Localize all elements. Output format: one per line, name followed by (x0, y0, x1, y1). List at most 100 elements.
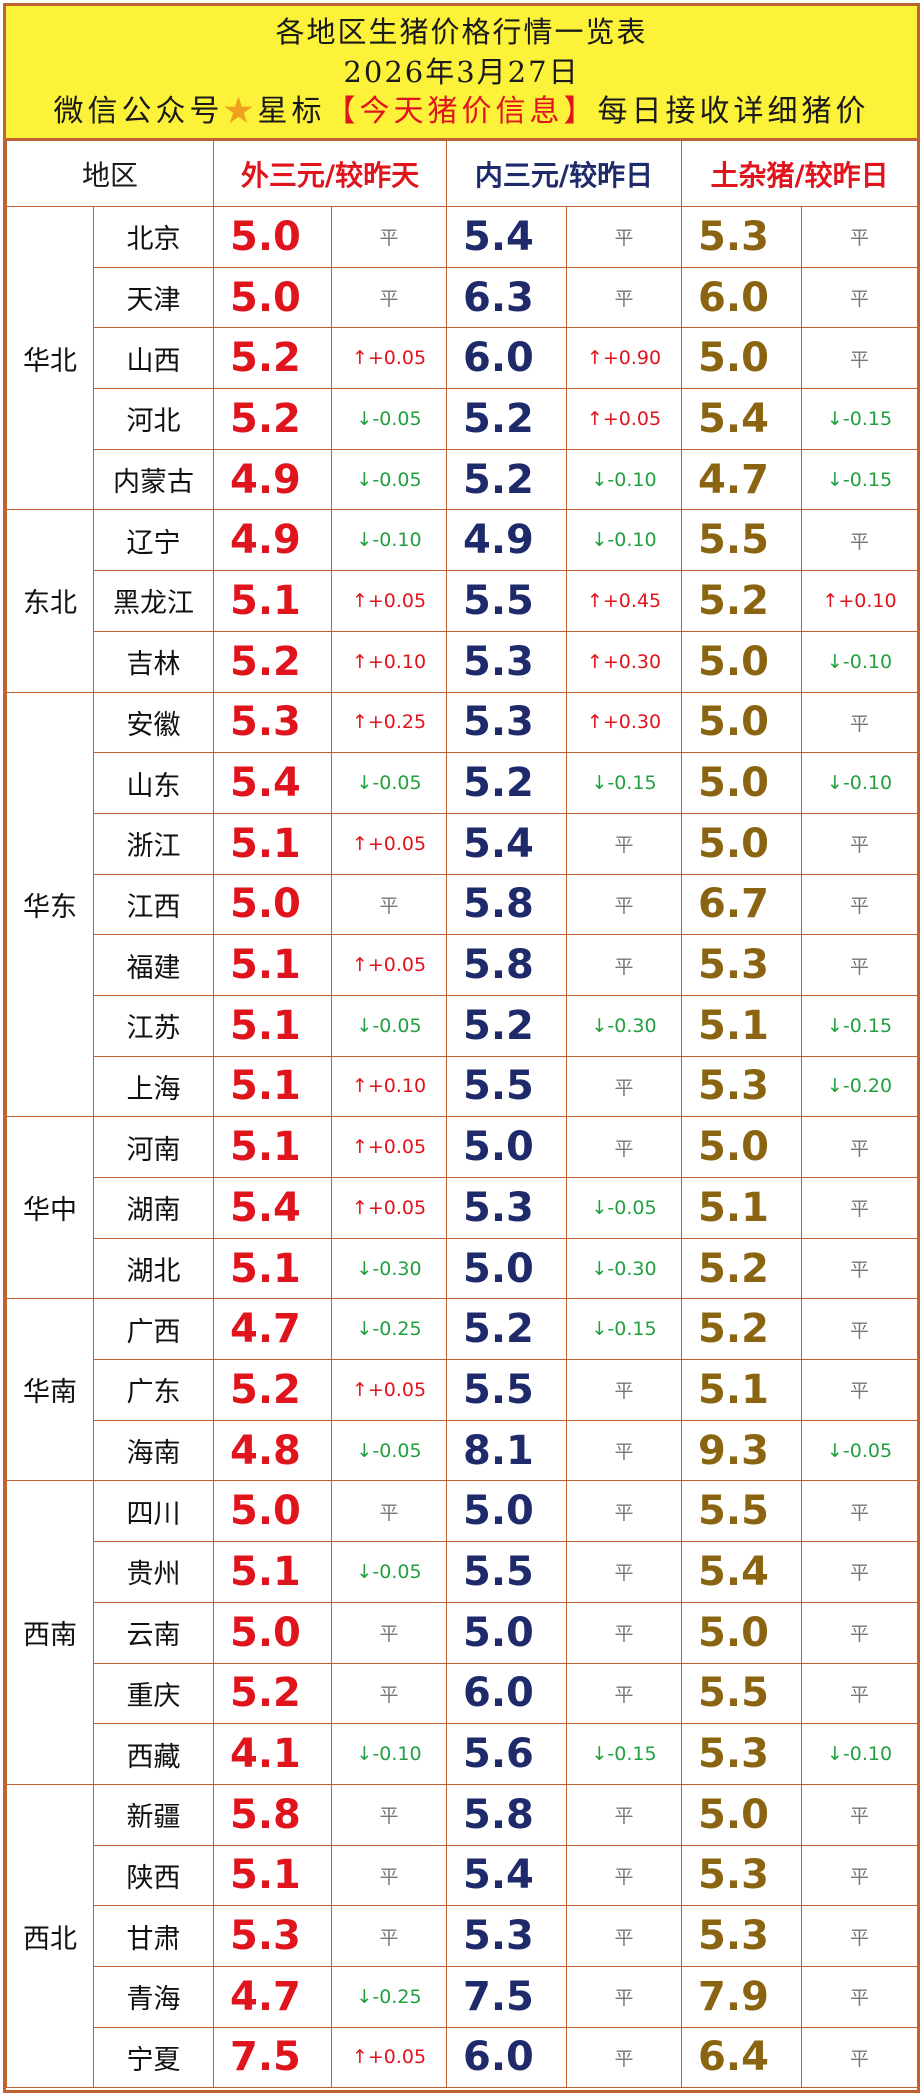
inner-change-cell: 平 (566, 1541, 683, 1603)
native-price-cell: 5.4 (681, 388, 803, 450)
native-change-cell: ↓-0.10 (801, 630, 919, 693)
inner-price-cell: 8.1 (446, 1419, 568, 1482)
outer-change-cell: ↓-0.05 (331, 994, 448, 1057)
table-row: 湖北 5.1 ↓-0.30 5.0 ↓-0.30 5.2 平 (7, 1237, 919, 1300)
native-change-cell: 平 (801, 1905, 919, 1967)
star-icon: ★ (223, 94, 258, 129)
native-change-cell: 平 (801, 1237, 919, 1300)
region-cell: 华南 (6, 1298, 94, 1482)
outer-change-cell: 平 (331, 1662, 448, 1725)
native-change-cell: ↓-0.15 (801, 448, 919, 511)
native-change-cell: 平 (801, 327, 919, 390)
inner-change-cell: 平 (566, 1601, 683, 1664)
inner-price-cell: 5.5 (446, 1359, 568, 1421)
outer-change-cell: ↓-0.05 (331, 448, 448, 511)
native-price-cell: 4.7 (681, 448, 803, 511)
native-change-cell: ↓-0.15 (801, 994, 919, 1057)
native-price-cell: 5.3 (681, 934, 803, 996)
inner-price-cell: 5.3 (446, 630, 568, 693)
outer-price-cell: 4.8 (213, 1419, 333, 1482)
table-row: 江西 5.0 平 5.8 平 6.7 平 (7, 873, 919, 936)
inner-price-cell: 5.4 (446, 812, 568, 875)
outer-change-cell: ↓-0.25 (331, 1298, 448, 1361)
native-change-cell: 平 (801, 934, 919, 996)
province-cell: 黑龙江 (92, 570, 215, 632)
inner-change-cell: 平 (566, 1662, 683, 1725)
province-cell: 海南 (92, 1419, 215, 1482)
table-row: 青海 4.7 ↓-0.25 7.5 平 7.9 平 (7, 1965, 919, 2028)
province-cell: 河北 (92, 388, 215, 450)
native-price-cell: 5.0 (681, 691, 803, 754)
native-price-cell: 5.2 (681, 570, 803, 632)
header-inner-three: 内三元/较昨日 (446, 140, 683, 207)
inner-price-cell: 5.2 (446, 752, 568, 814)
native-price-cell: 5.0 (681, 1601, 803, 1664)
table-row: 西北 新疆 5.8 平 5.8 平 5.0 平 (6, 1783, 919, 2089)
table-row: 福建 5.1 ↑+0.05 5.8 平 5.3 平 (7, 934, 919, 996)
table-row: 云南 5.0 平 5.0 平 5.0 平 (7, 1601, 919, 1664)
region-cell: 西北 (6, 1783, 94, 2089)
outer-price-cell: 5.2 (213, 1359, 333, 1421)
native-price-cell: 5.2 (681, 1298, 803, 1361)
outer-change-cell: ↓-0.10 (331, 1723, 448, 1785)
native-price-cell: 7.9 (681, 1965, 803, 2028)
native-price-cell: 5.0 (681, 1783, 803, 1846)
outer-change-cell: ↓-0.05 (331, 1419, 448, 1482)
native-change-cell: ↓-0.05 (801, 1419, 919, 1482)
inner-price-cell: 5.3 (446, 1905, 568, 1967)
native-price-cell: 5.0 (681, 327, 803, 390)
native-price-cell: 5.0 (681, 812, 803, 875)
inner-change-cell: 平 (566, 934, 683, 996)
outer-change-cell: ↓-0.05 (331, 1541, 448, 1603)
inner-price-cell: 5.0 (446, 1237, 568, 1300)
native-price-cell: 5.1 (681, 994, 803, 1057)
native-price-cell: 6.4 (681, 2026, 803, 2089)
inner-price-cell: 5.5 (446, 1055, 568, 1118)
table-row: 山东 5.4 ↓-0.05 5.2 ↓-0.15 5.0 ↓-0.10 (7, 752, 919, 814)
header-native-pig: 土杂猪/较昨日 (681, 140, 919, 207)
outer-change-cell: ↓-0.10 (331, 509, 448, 572)
inner-change-cell: ↓-0.10 (566, 509, 683, 572)
province-cell: 山东 (92, 752, 215, 814)
banner-subscribe-line: 微信公众号★星标【今天猪价信息】每日接收详细猪价 (6, 92, 917, 132)
outer-price-cell: 5.2 (213, 1662, 333, 1725)
province-cell: 辽宁 (92, 509, 215, 572)
outer-change-cell: 平 (331, 266, 448, 329)
province-cell: 广西 (92, 1298, 215, 1361)
province-cell: 广东 (92, 1359, 215, 1421)
outer-price-cell: 4.7 (213, 1298, 333, 1361)
inner-change-cell: ↑+0.30 (566, 630, 683, 693)
inner-change-cell: ↓-0.30 (566, 1237, 683, 1300)
outer-price-cell: 5.1 (213, 812, 333, 875)
native-price-cell: 5.1 (681, 1177, 803, 1239)
table-row: 广东 5.2 ↑+0.05 5.5 平 5.1 平 (7, 1359, 919, 1421)
province-cell: 贵州 (92, 1541, 215, 1603)
inner-price-cell: 6.3 (446, 266, 568, 329)
province-cell: 甘肃 (92, 1905, 215, 1967)
native-price-cell: 5.3 (681, 1844, 803, 1907)
region-cell: 东北 (6, 509, 94, 693)
inner-price-cell: 5.5 (446, 570, 568, 632)
table-row: 吉林 5.2 ↑+0.10 5.3 ↑+0.30 5.0 ↓-0.10 (7, 630, 919, 693)
outer-price-cell: 5.0 (213, 206, 333, 268)
table-row: 华中 河南 5.1 ↑+0.05 5.0 平 5.0 平 (6, 1116, 919, 1300)
table-row: 河北 5.2 ↓-0.05 5.2 ↑+0.05 5.4 ↓-0.15 (7, 388, 919, 450)
inner-price-cell: 5.2 (446, 1298, 568, 1361)
outer-change-cell: ↓-0.05 (331, 752, 448, 814)
table-row: 上海 5.1 ↑+0.10 5.5 平 5.3 ↓-0.20 (7, 1055, 919, 1118)
native-price-cell: 6.0 (681, 266, 803, 329)
native-change-cell: 平 (801, 1601, 919, 1664)
price-table: 地区 外三元/较昨天 内三元/较昨日 土杂猪/较昨日 华北 北京 5.0 平 5.4 平 5… (5, 140, 919, 2089)
province-cell: 河南 (92, 1116, 215, 1178)
inner-price-cell: 5.2 (446, 448, 568, 511)
outer-price-cell: 5.1 (213, 1055, 333, 1118)
outer-change-cell: ↓-0.05 (331, 388, 448, 450)
title-banner: 各地区生猪价格行情一览表 2026年3月27日 微信公众号★星标【今天猪价信息】… (6, 6, 917, 140)
inner-change-cell: ↑+0.30 (566, 691, 683, 754)
province-cell: 北京 (92, 206, 215, 268)
native-change-cell: 平 (801, 206, 919, 268)
region-cell: 西南 (6, 1480, 94, 1785)
native-change-cell: 平 (801, 1298, 919, 1361)
province-cell: 山西 (92, 327, 215, 390)
outer-price-cell: 7.5 (213, 2026, 333, 2089)
